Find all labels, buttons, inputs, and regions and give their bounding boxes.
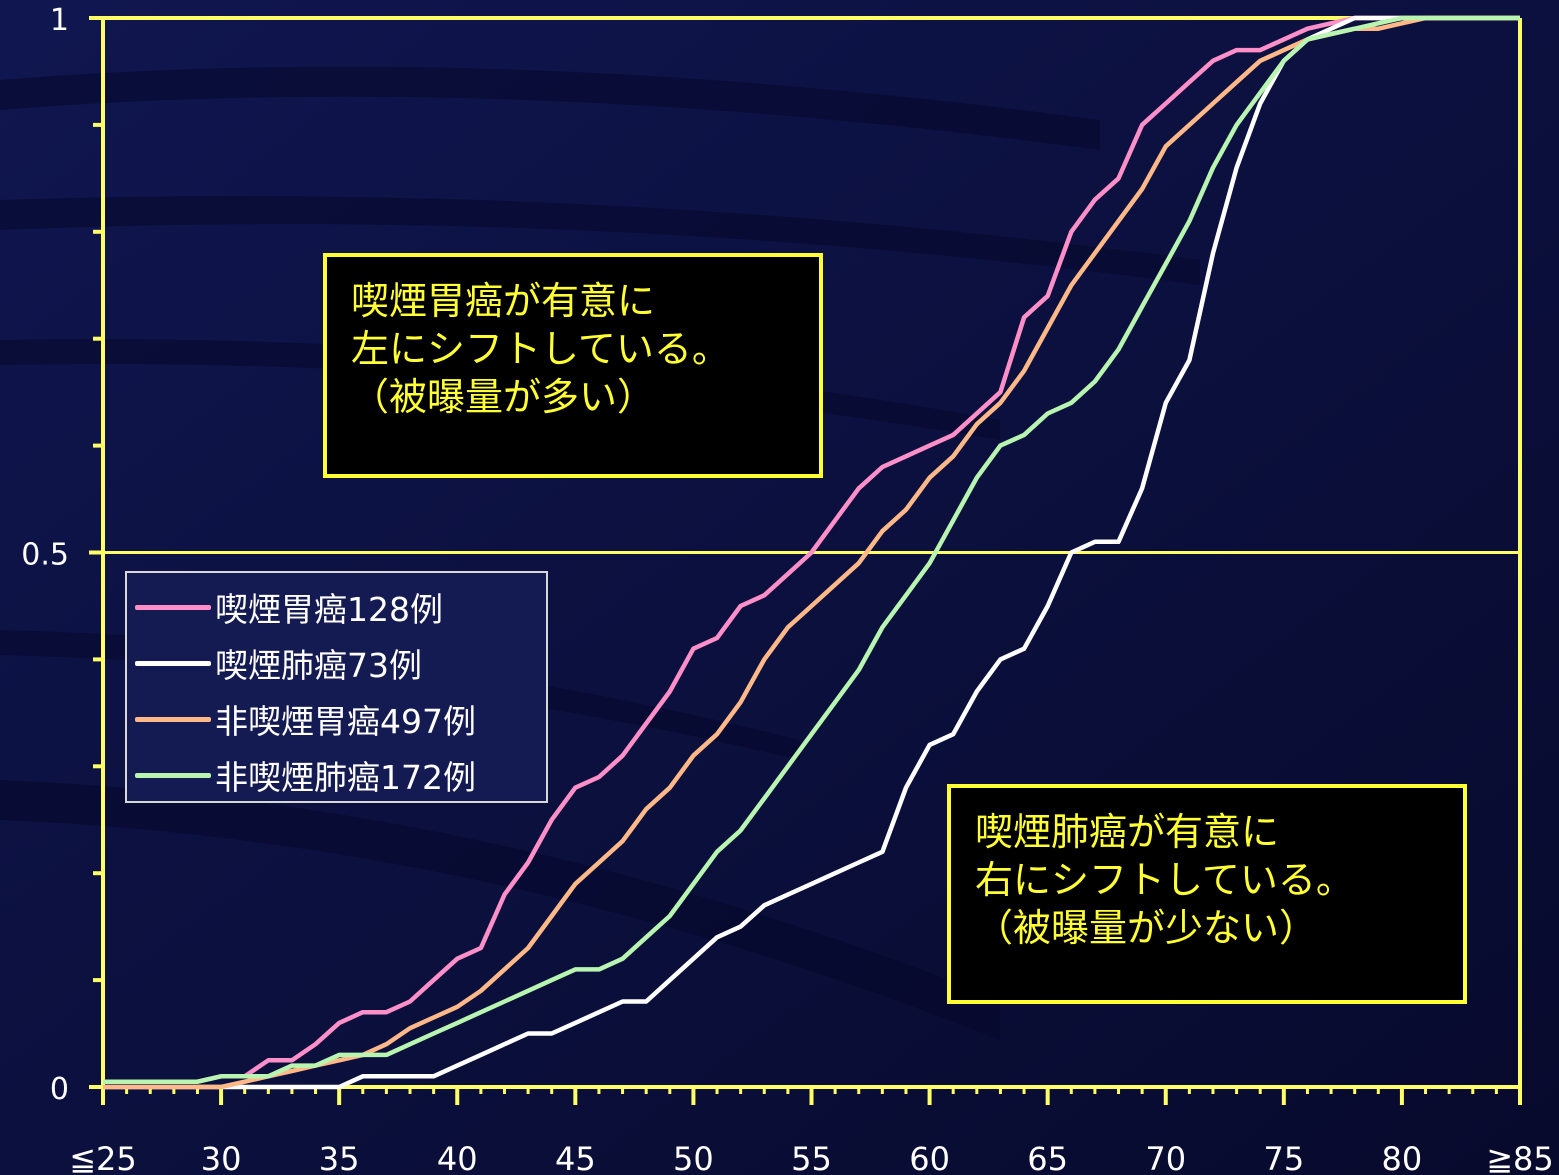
legend-label: 喫煙肺癌73例 <box>215 646 422 685</box>
legend-swatch <box>135 660 211 666</box>
x-tick-label: 55 <box>791 1140 832 1175</box>
annotation-bottom-line-2: 右にシフトしている。 <box>975 858 1354 902</box>
legend-swatch <box>135 604 211 610</box>
annotation-top-line-1: 喫煙胃癌が有意に <box>351 279 656 323</box>
annotation-bottom: 喫煙肺癌が有意に 右にシフトしている。 （被曝量が少ない） <box>947 784 1467 1004</box>
streak <box>0 339 1000 440</box>
series-line <box>103 15 1520 1084</box>
x-tick-label: ≦25 <box>69 1140 137 1175</box>
streak <box>0 780 1000 1040</box>
tick-labels: 0 0.5 1 ≦25 30 35 40 45 50 55 60 65 70 75 80 ≧85 <box>21 3 1553 1175</box>
annotation-bottom-line-3: （被曝量が少ない） <box>975 906 1318 950</box>
annotation-bottom-line-1: 喫煙肺癌が有意に <box>975 810 1280 854</box>
legend-item: 喫煙肺癌73例 <box>135 635 546 691</box>
streak <box>0 66 1100 150</box>
x-tick-label: 45 <box>555 1140 596 1175</box>
legend-item: 喫煙胃癌128例 <box>135 579 546 635</box>
x-tick-label: ≧85 <box>1486 1140 1554 1175</box>
x-tick-label: 60 <box>909 1140 950 1175</box>
series-lines <box>103 15 1520 1090</box>
streak <box>0 196 1200 285</box>
x-tick-label: 75 <box>1263 1140 1304 1175</box>
x-tick-label: 40 <box>437 1140 478 1175</box>
legend-swatch <box>135 772 211 778</box>
y-tick-label: 0.5 <box>21 538 69 573</box>
y-tick-label: 0 <box>50 1072 69 1107</box>
series-line <box>103 15 1520 1090</box>
x-tick-label: 30 <box>201 1140 242 1175</box>
annotation-top-line-2: 左にシフトしている。 <box>351 327 730 371</box>
legend-swatch <box>135 716 211 722</box>
series-line <box>103 15 1520 1090</box>
legend-label: 非喫煙胃癌497例 <box>215 702 476 741</box>
legend-item: 非喫煙肺癌172例 <box>135 747 546 803</box>
legend-label: 喫煙胃癌128例 <box>215 590 443 629</box>
series-line <box>103 15 1520 1084</box>
legend: 喫煙胃癌128例 喫煙肺癌73例 非喫煙胃癌497例 非喫煙肺癌172例 <box>125 571 548 803</box>
y-tick-label: 1 <box>50 3 69 38</box>
x-tick-label: 65 <box>1027 1140 1068 1175</box>
annotation-top: 喫煙胃癌が有意に 左にシフトしている。 （被曝量が多い） <box>323 253 823 478</box>
x-tick-label: 35 <box>319 1140 360 1175</box>
legend-label: 非喫煙肺癌172例 <box>215 758 476 797</box>
x-tick-label: 50 <box>673 1140 714 1175</box>
legend-item: 非喫煙胃癌497例 <box>135 691 546 747</box>
x-tick-label: 70 <box>1145 1140 1186 1175</box>
x-tick-label: 80 <box>1382 1140 1423 1175</box>
annotation-top-line-3: （被曝量が多い） <box>351 375 656 419</box>
